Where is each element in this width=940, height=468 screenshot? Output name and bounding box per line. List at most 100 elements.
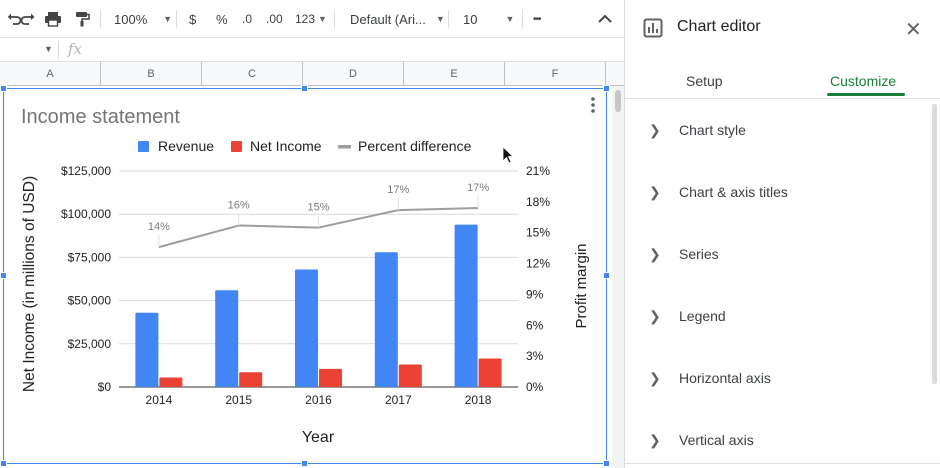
bar-revenue bbox=[454, 224, 478, 387]
font-size-select[interactable]: 10 ▼ bbox=[463, 8, 514, 30]
chevron-right-icon: ❯ bbox=[649, 183, 661, 200]
section-legend[interactable]: ❯ Legend bbox=[649, 300, 919, 332]
chevron-down-icon: ▼ bbox=[435, 14, 445, 24]
y2-tick-label: 21% bbox=[526, 164, 550, 178]
bar-revenue bbox=[374, 252, 398, 387]
x-axis-ticks: 2014 2015 2016 2017 2018 bbox=[146, 393, 492, 407]
print-icon[interactable] bbox=[44, 8, 62, 30]
sheet-scroll-thumb[interactable] bbox=[615, 90, 621, 112]
x-axis-title: Year bbox=[302, 429, 335, 446]
y2-axis-title: Profit margin bbox=[573, 243, 590, 328]
sheet-vertical-scrollbar[interactable] bbox=[612, 86, 624, 468]
section-horizontal-axis[interactable]: ❯ Horizontal axis bbox=[649, 362, 919, 394]
redo-icon[interactable] bbox=[18, 8, 36, 30]
increase-decimals-label: .00 bbox=[266, 12, 283, 26]
y2-tick-label: 9% bbox=[526, 287, 544, 301]
bar-net-income bbox=[319, 368, 342, 387]
data-label: 15% bbox=[307, 202, 329, 214]
decrease-decimals-button[interactable]: .0 bbox=[242, 8, 252, 30]
zoom-select[interactable]: 100% ▼ bbox=[114, 8, 172, 30]
resize-handle-bottom[interactable] bbox=[301, 460, 308, 467]
increase-decimals-button[interactable]: .00 bbox=[266, 8, 283, 30]
editor-bottom-divider bbox=[625, 463, 940, 464]
resize-handle-bottom-right[interactable] bbox=[603, 460, 610, 467]
data-label: 14% bbox=[148, 221, 170, 233]
chevron-right-icon: ❯ bbox=[649, 369, 661, 386]
tab-setup[interactable]: Setup bbox=[686, 73, 723, 89]
percent-difference-line: 14% 16% 15% 17% 17% bbox=[148, 182, 489, 249]
close-icon[interactable]: ✕ bbox=[905, 19, 922, 41]
chart-svg: Income statement Revenue Net Income Perc… bbox=[21, 97, 595, 446]
section-label: Legend bbox=[679, 308, 726, 324]
active-tab-indicator bbox=[827, 93, 905, 96]
font-select[interactable]: Default (Ari... ▼ bbox=[350, 8, 445, 30]
collapse-toolbar-icon[interactable] bbox=[598, 8, 612, 30]
column-header-e[interactable]: E bbox=[404, 62, 505, 86]
data-label: 17% bbox=[387, 184, 409, 196]
chart[interactable]: Income statement Revenue Net Income Perc… bbox=[3, 88, 607, 464]
bar-revenue bbox=[215, 290, 239, 387]
currency-format-button[interactable]: $ bbox=[189, 8, 196, 30]
y-tick-label: $100,000 bbox=[61, 207, 111, 221]
section-chart-axis-titles[interactable]: ❯ Chart & axis titles bbox=[649, 176, 919, 208]
formula-divider bbox=[58, 41, 59, 59]
resize-handle-bottom-left[interactable] bbox=[0, 460, 7, 467]
resize-handle-top-right[interactable] bbox=[603, 85, 610, 92]
bar-net-income bbox=[159, 377, 183, 387]
column-header-f[interactable]: F bbox=[505, 62, 606, 86]
bar-revenue bbox=[135, 312, 159, 387]
resize-handle-top-left[interactable] bbox=[0, 85, 7, 92]
chevron-down-icon: ▼ bbox=[163, 14, 173, 24]
resize-handle-left[interactable] bbox=[0, 272, 7, 279]
x-tick-label: 2015 bbox=[225, 393, 252, 407]
column-header-b[interactable]: B bbox=[101, 62, 202, 86]
fx-icon: fx bbox=[68, 40, 83, 58]
resize-handle-right[interactable] bbox=[603, 272, 610, 279]
section-chart-style[interactable]: ❯ Chart style bbox=[649, 114, 919, 146]
chart-menu-icon[interactable] bbox=[591, 97, 595, 113]
y-tick-label: $25,000 bbox=[68, 337, 112, 351]
chart-gridlines bbox=[119, 170, 518, 388]
chart-icon bbox=[643, 18, 663, 43]
section-series[interactable]: ❯ Series bbox=[649, 238, 919, 270]
section-label: Chart style bbox=[679, 122, 746, 138]
chevron-right-icon: ❯ bbox=[649, 245, 661, 262]
name-box-chevron-icon[interactable]: ▼ bbox=[44, 44, 53, 54]
undo-icon[interactable] bbox=[6, 8, 22, 30]
bar-net-income bbox=[478, 358, 502, 387]
chevron-down-icon: ▼ bbox=[318, 14, 327, 24]
font-size-value: 10 bbox=[463, 11, 478, 27]
x-tick-label: 2014 bbox=[146, 393, 173, 407]
y2-tick-label: 15% bbox=[526, 226, 550, 240]
y-axis-ticks: $0 $25,000 $50,000 $75,000 $100,000 $125,000 bbox=[61, 164, 111, 394]
paint-format-icon[interactable] bbox=[74, 8, 90, 30]
percent-label: % bbox=[216, 11, 228, 27]
resize-handle-top[interactable] bbox=[301, 85, 308, 92]
y2-tick-label: 3% bbox=[526, 349, 544, 363]
section-label: Horizontal axis bbox=[679, 370, 771, 386]
bar-net-income bbox=[239, 372, 263, 387]
currency-label: $ bbox=[189, 11, 197, 27]
column-header-c[interactable]: C bbox=[202, 62, 303, 86]
y2-tick-label: 6% bbox=[526, 318, 544, 332]
column-header-a[interactable]: A bbox=[0, 62, 101, 86]
chevron-right-icon: ❯ bbox=[649, 431, 661, 448]
percent-format-button[interactable]: % bbox=[216, 8, 228, 30]
tab-customize[interactable]: Customize bbox=[830, 73, 897, 89]
legend-label-percent-difference: Percent difference bbox=[358, 138, 472, 154]
more-label: ••• bbox=[533, 13, 541, 25]
section-label: Series bbox=[679, 246, 719, 262]
x-tick-label: 2018 bbox=[465, 393, 492, 407]
toolbar: 100% ▼ $ % .0 .00 123 ▼ Default (Ari... ▼ 1… bbox=[0, 0, 624, 38]
y-tick-label: $50,000 bbox=[68, 294, 112, 308]
more-formats-button[interactable]: 123 ▼ bbox=[295, 8, 327, 30]
editor-scrollbar[interactable] bbox=[932, 104, 937, 384]
bar-net-income bbox=[398, 364, 422, 387]
legend-swatch-percent-difference bbox=[338, 145, 351, 149]
formula-bar: ▼ fx bbox=[0, 38, 624, 62]
column-header-d[interactable]: D bbox=[303, 62, 404, 86]
section-vertical-axis[interactable]: ❯ Vertical axis bbox=[649, 424, 919, 456]
y2-axis-ticks: 0% 3% 6% 9% 12% 15% 18% 21% bbox=[526, 164, 550, 394]
y2-tick-label: 12% bbox=[526, 257, 550, 271]
more-options-button[interactable]: ••• bbox=[533, 8, 541, 30]
